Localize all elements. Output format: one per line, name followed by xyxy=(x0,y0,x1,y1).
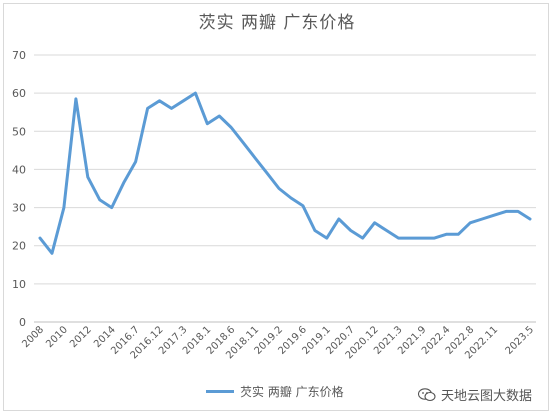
x-tick-label: 2012 xyxy=(68,324,94,350)
x-tick-label: 2010 xyxy=(44,324,70,350)
y-tick-label: 10 xyxy=(12,278,26,291)
y-tick-label: 20 xyxy=(12,240,26,253)
chart-title: 茨实 两瓣 广东价格 xyxy=(198,13,356,33)
watermark-text: 天地云图大数据 xyxy=(441,389,533,404)
legend: 芡实 两瓣 广东价格 xyxy=(206,383,344,400)
gridlines xyxy=(34,54,536,323)
y-tick-label: 40 xyxy=(12,163,26,176)
y-tick-label: 50 xyxy=(12,125,26,138)
chart-frame xyxy=(3,3,549,411)
legend-label: 芡实 两瓣 广东价格 xyxy=(240,385,344,399)
watermark: 天地云图大数据 xyxy=(418,385,532,404)
y-axis-ticks: 0 10 20 30 40 50 60 70 xyxy=(12,49,26,329)
legend-swatch xyxy=(206,390,234,393)
y-tick-label: 0 xyxy=(19,316,26,329)
y-tick-label: 30 xyxy=(12,202,26,215)
series-lines xyxy=(38,91,532,255)
y-tick-label: 70 xyxy=(12,49,26,62)
wechat-icon xyxy=(418,387,436,401)
y-tick-label: 60 xyxy=(12,87,26,100)
series-line xyxy=(38,91,532,255)
x-axis-ticks: 20082010201220142016.72016.122017.32018.… xyxy=(20,324,536,361)
x-tick-label: 2023.5 xyxy=(504,324,537,357)
